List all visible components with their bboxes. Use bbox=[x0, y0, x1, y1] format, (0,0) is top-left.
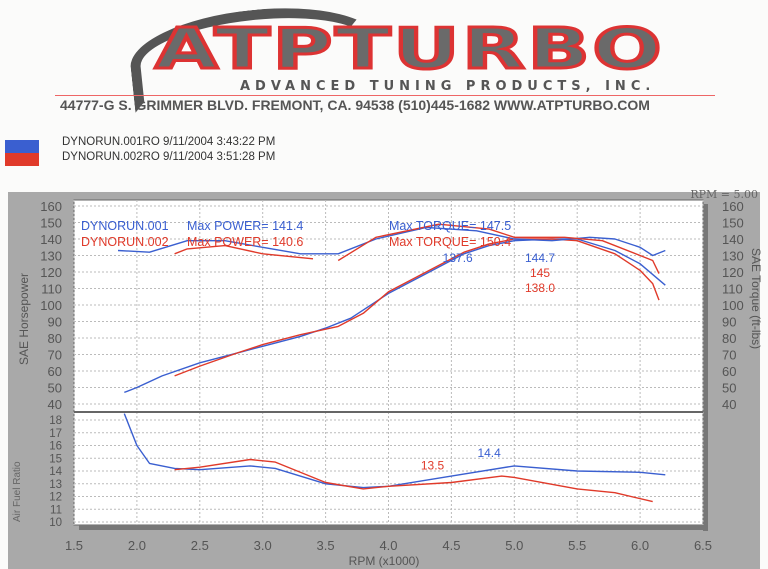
series-line bbox=[174, 244, 314, 260]
afr-tick-label: 17 bbox=[49, 428, 62, 440]
y-left-tick-label: 100 bbox=[40, 298, 62, 313]
run1-swatch bbox=[5, 140, 39, 153]
y-right-tick-label: 130 bbox=[722, 249, 744, 264]
max-torque: Max TORQUE= 150.4 bbox=[389, 235, 511, 249]
afr-tick-label: 11 bbox=[50, 504, 62, 516]
x-tick-label: 3.0 bbox=[254, 538, 272, 553]
x-tick-label: 6.0 bbox=[631, 538, 649, 553]
afr-tick-label: 10 bbox=[49, 517, 62, 529]
series-line bbox=[174, 458, 653, 503]
run2-swatch bbox=[5, 153, 39, 166]
y-left-tick-label: 160 bbox=[40, 199, 62, 214]
y-left-tick-label: 140 bbox=[40, 232, 62, 247]
run-name: DYNORUN.002 bbox=[81, 235, 169, 249]
y-right-tick-label: 120 bbox=[722, 265, 744, 280]
max-power: Max POWER= 140.6 bbox=[187, 235, 303, 249]
data-label: 137.6 bbox=[443, 251, 473, 265]
y-left-tick-label: 90 bbox=[48, 315, 62, 330]
x-tick-label: 4.5 bbox=[442, 538, 460, 553]
afr-tick-label: 12 bbox=[49, 492, 62, 504]
afr-axis-label: Air Fuel Ratio bbox=[12, 461, 23, 522]
atpturbo-logo: ATPTURBO bbox=[60, 0, 720, 113]
company-address: 44777-G S. GRIMMER BLVD. FREMONT, CA. 94… bbox=[60, 97, 650, 113]
y-right-tick-label: 40 bbox=[722, 397, 736, 412]
afr-tick-label: 14 bbox=[49, 466, 62, 478]
y-right-axis-label: SAE Torque (ft-lbs) bbox=[749, 248, 763, 349]
x-tick-label: 3.5 bbox=[317, 538, 335, 553]
y-right-tick-label: 150 bbox=[722, 216, 744, 231]
afr-tick-label: 18 bbox=[49, 415, 62, 427]
x-tick-label: 2.0 bbox=[128, 538, 146, 553]
rpm-readout: RPM = 5.00 bbox=[690, 188, 758, 201]
run-name: DYNORUN.001 bbox=[81, 219, 169, 233]
x-tick-label: 5.5 bbox=[568, 538, 586, 553]
y-left-tick-label: 150 bbox=[40, 216, 62, 231]
y-right-tick-label: 140 bbox=[722, 232, 744, 247]
y-left-tick-label: 80 bbox=[48, 331, 62, 346]
x-tick-label: 2.5 bbox=[191, 538, 209, 553]
data-label: 144.7 bbox=[525, 251, 555, 265]
max-torque: Max TORQUE= 147.5 bbox=[389, 219, 511, 233]
x-tick-label: 4.0 bbox=[379, 538, 397, 553]
x-tick-label: 1.5 bbox=[65, 538, 83, 553]
y-right-tick-label: 70 bbox=[722, 348, 736, 363]
max-power: Max POWER= 141.4 bbox=[187, 219, 303, 233]
data-label: 14.4 bbox=[477, 446, 501, 460]
y-right-tick-label: 50 bbox=[722, 381, 736, 396]
afr-tick-label: 13 bbox=[49, 479, 62, 491]
logo-text: ATPTURBO bbox=[153, 17, 665, 82]
y-right-tick-label: 60 bbox=[722, 364, 736, 379]
series-line bbox=[174, 238, 660, 377]
y-right-tick-label: 160 bbox=[722, 199, 744, 214]
y-left-axis-label: SAE Horsepower bbox=[17, 273, 31, 365]
y-left-tick-label: 70 bbox=[48, 348, 62, 363]
company-subtitle: ADVANCED TUNING PRODUCTS, INC. bbox=[240, 79, 656, 94]
y-right-tick-label: 90 bbox=[722, 315, 736, 330]
y-right-tick-label: 100 bbox=[722, 298, 744, 313]
run1-label: DYNORUN.001RO 9/11/2004 3:43:22 PM bbox=[62, 136, 276, 148]
y-right-tick-label: 80 bbox=[722, 331, 736, 346]
y-right-tick-label: 110 bbox=[722, 282, 743, 297]
plot-shadow bbox=[703, 204, 708, 531]
y-left-tick-label: 120 bbox=[40, 265, 62, 280]
x-tick-label: 5.0 bbox=[505, 538, 523, 553]
run2-label: DYNORUN.002RO 9/11/2004 3:51:28 PM bbox=[62, 151, 276, 163]
plot-shadow bbox=[79, 525, 708, 530]
data-label: 138.0 bbox=[525, 281, 555, 295]
data-label: 145 bbox=[530, 266, 550, 280]
afr-tick-label: 15 bbox=[49, 453, 62, 465]
afr-tick-label: 16 bbox=[49, 441, 62, 453]
series-line bbox=[337, 223, 660, 274]
y-left-tick-label: 130 bbox=[40, 249, 62, 264]
x-axis-label: RPM (x1000) bbox=[349, 554, 420, 568]
y-left-tick-label: 60 bbox=[48, 364, 62, 379]
x-tick-label: 6.5 bbox=[694, 538, 712, 553]
series-line bbox=[123, 413, 666, 489]
data-label: 13.5 bbox=[421, 459, 445, 473]
y-left-tick-label: 40 bbox=[48, 397, 62, 412]
y-left-tick-label: 50 bbox=[48, 381, 62, 396]
divider bbox=[55, 95, 715, 96]
y-left-tick-label: 110 bbox=[41, 282, 62, 297]
